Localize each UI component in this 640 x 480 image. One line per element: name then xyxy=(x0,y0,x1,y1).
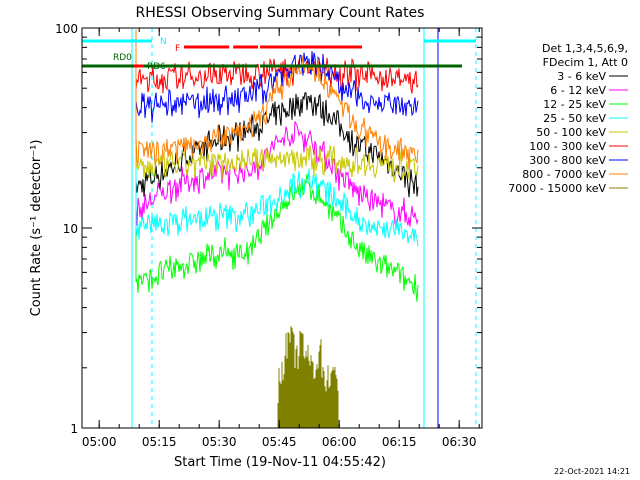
y-tick-label-0: 1 xyxy=(70,422,78,436)
flag-label-n: N xyxy=(160,37,167,47)
legend-header-line-2: FDecim 1, Att 0 xyxy=(543,56,628,69)
legend-entry-3: 25 - 50 keV xyxy=(543,112,606,125)
series-line-2 xyxy=(135,29,419,302)
legend-entry-1: 6 - 12 keV xyxy=(550,84,606,97)
series-line-5 xyxy=(135,29,419,94)
x-tick-label-3: 05:45 xyxy=(262,435,297,449)
series-line-6 xyxy=(135,29,419,123)
legend: Det 1,3,4,5,6,9, FDecim 1, Att 0 3 - 6 k… xyxy=(508,42,628,195)
series-line-1 xyxy=(135,29,419,227)
series-line-0 xyxy=(135,29,419,198)
legend-entry-6: 300 - 800 keV xyxy=(529,154,606,167)
footer-date: 22-Oct-2021 14:21 xyxy=(554,467,630,476)
x-tick-label-0: 05:00 xyxy=(82,435,117,449)
x-tick-label-4: 06:00 xyxy=(322,435,357,449)
x-tick-label-2: 05:30 xyxy=(202,435,237,449)
legend-entry-2: 12 - 25 keV xyxy=(543,98,606,111)
y-tick-label-1: 10 xyxy=(63,222,78,236)
plot-area: NF RD0 RD6 xyxy=(82,28,477,428)
y-tick-label-2: 100 xyxy=(55,22,78,36)
legend-entry-4: 50 - 100 keV xyxy=(536,126,606,139)
x-tick-label-1: 05:15 xyxy=(142,435,177,449)
legend-entry-8: 7000 - 15000 keV xyxy=(508,182,606,195)
legend-entry-0: 3 - 6 keV xyxy=(557,70,606,83)
legend-entry-7: 800 - 7000 keV xyxy=(522,168,606,181)
y-axis-label: Count Rate (s⁻¹ detector⁻¹) xyxy=(29,140,44,317)
flag-label-rd0: RD0 xyxy=(113,53,132,63)
x-tick-label-5: 06:15 xyxy=(382,435,417,449)
series-line-8 xyxy=(277,326,339,428)
flag-label-f: F xyxy=(175,44,180,54)
axis-ticks: 05:00 05:15 05:30 05:45 06:00 06:15 06:30 1 10 10… xyxy=(55,22,482,449)
legend-header-line-1: Det 1,3,4,5,6,9, xyxy=(542,42,628,55)
x-tick-label-6: 06:30 xyxy=(442,435,477,449)
series-line-7 xyxy=(135,29,419,170)
x-axis-label: Start Time (19-Nov-11 04:55:42) xyxy=(174,455,386,470)
series-line-4 xyxy=(135,29,419,183)
flag-label-rd6: RD6 xyxy=(147,62,166,72)
series-line-3 xyxy=(135,29,419,247)
chart-title: RHESSI Observing Summary Count Rates xyxy=(136,5,425,21)
legend-entry-5: 100 - 300 keV xyxy=(529,140,606,153)
